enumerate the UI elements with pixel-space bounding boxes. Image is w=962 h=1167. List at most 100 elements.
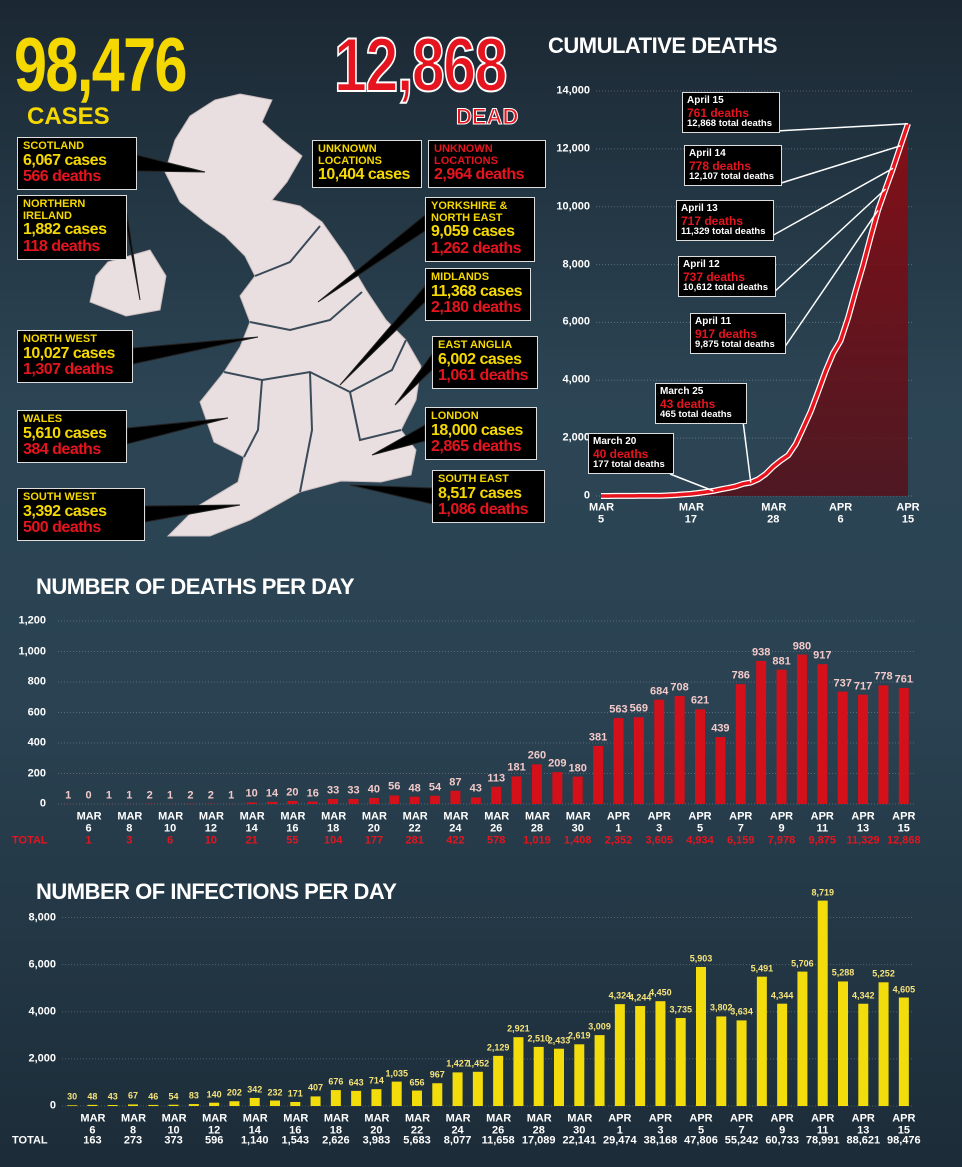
value-label: 180 <box>568 762 587 775</box>
x-tick-label: MAR 24 <box>445 1112 471 1136</box>
x-tick-label: MAR 24 <box>443 810 469 834</box>
value-label: 1 <box>65 789 72 802</box>
x-tick-label: APR 1 <box>608 1112 632 1136</box>
bar <box>328 798 339 804</box>
annotation-date: April 12 <box>683 259 720 270</box>
total-value: 11,329 <box>846 834 880 847</box>
bar <box>796 654 807 804</box>
annotation-total: 177 total deaths <box>593 459 665 471</box>
y-tick-label: 200 <box>27 767 46 779</box>
annotation-pointer <box>781 209 879 352</box>
region-deaths: 2,865 deaths <box>431 438 522 456</box>
chart-title: NUMBER OF DEATHS PER DAY <box>36 574 355 599</box>
value-label: 46 <box>148 1091 159 1102</box>
y-tick-label: 2,000 <box>562 431 590 444</box>
y-tick-label: 14,000 <box>556 84 590 97</box>
x-tick-label: APR 13 <box>851 1112 875 1136</box>
annotation-deaths: 737 deaths <box>683 269 746 284</box>
total-value: 578 <box>487 834 506 847</box>
region-deaths: 1,061 deaths <box>438 367 529 385</box>
annotation-total: 11,329 total deaths <box>681 226 766 238</box>
chart-title: NUMBER OF INFECTIONS PER DAY <box>36 879 397 904</box>
bar <box>797 971 808 1106</box>
total-value: 596 <box>204 1134 224 1147</box>
value-label: 67 <box>127 1090 139 1101</box>
value-label: 171 <box>287 1088 303 1099</box>
x-tick-label: APR 11 <box>810 810 834 834</box>
value-label: 209 <box>548 757 567 770</box>
bar <box>594 1035 605 1106</box>
y-tick-label: 6,000 <box>28 958 56 971</box>
dead-total: 12,868 <box>333 23 508 108</box>
value-label: 5,491 <box>750 963 774 974</box>
x-tick-label: MAR 18 <box>323 1112 349 1136</box>
value-label: 761 <box>894 673 913 686</box>
annotation-date: April 15 <box>687 95 724 106</box>
value-label: 714 <box>368 1075 384 1086</box>
total-value: 2,626 <box>322 1134 350 1147</box>
value-label: 4,244 <box>628 992 652 1003</box>
x-tick-label: MAR 16 <box>280 810 306 834</box>
bar <box>554 1048 564 1106</box>
value-label: 30 <box>67 1091 78 1102</box>
x-tick-label: APR 7 <box>729 1112 754 1136</box>
y-tick-label: 400 <box>27 736 46 749</box>
region-name: NORTHERN IRELAND <box>23 198 86 222</box>
value-label: 786 <box>731 669 750 682</box>
region-cases: 18,000 cases <box>431 421 523 439</box>
line <box>601 123 910 498</box>
bar <box>67 1105 78 1106</box>
x-tick-label: MAR 28 <box>526 1112 552 1136</box>
total-value: 3 <box>126 834 133 847</box>
value-label: 181 <box>507 761 526 774</box>
leader <box>126 212 141 301</box>
y-tick-label: 1,200 <box>18 614 46 627</box>
total-value: 5,683 <box>403 1134 431 1147</box>
value-label: 4,342 <box>852 990 875 1001</box>
bar <box>552 772 563 804</box>
x-tick-label: MAR 16 <box>283 1112 309 1136</box>
value-label: 917 <box>813 649 832 662</box>
bar <box>817 900 828 1106</box>
bar <box>452 1072 463 1106</box>
value-label: 708 <box>670 681 689 694</box>
bar <box>633 717 644 804</box>
bar <box>368 797 379 804</box>
bar <box>531 764 542 804</box>
region-name: LONDON <box>431 410 479 422</box>
total-value: 1,543 <box>281 1134 310 1147</box>
value-label: 3,634 <box>730 1006 753 1017</box>
region-box: SOUTH WEST 3,392 cases 500 deaths <box>17 488 145 542</box>
total-value: 10 <box>204 834 217 847</box>
uk-map <box>89 93 422 537</box>
bar <box>858 694 869 804</box>
total-value: 2,352 <box>604 834 633 847</box>
value-label: 140 <box>206 1089 222 1100</box>
region-borders <box>223 225 407 493</box>
bar <box>817 664 828 804</box>
x-tick-label: APR 9 <box>769 810 794 834</box>
x-tick-label: MAR 20 <box>364 1112 390 1136</box>
annotation-deaths: 43 deaths <box>660 396 716 411</box>
bar <box>450 790 461 804</box>
x-tick-label: MAR 10 <box>158 810 184 834</box>
value-label: 2 <box>187 789 194 802</box>
total-value: 21 <box>245 834 258 847</box>
region-deaths: 500 deaths <box>23 519 101 537</box>
total-value: 12,868 <box>886 834 921 847</box>
value-label: 5,252 <box>872 968 895 979</box>
bar <box>655 1001 666 1106</box>
x-tick-label: MAR 8 <box>121 1112 147 1136</box>
value-label: 10 <box>245 787 258 800</box>
bar <box>878 982 889 1106</box>
region-box: YORKSHIRE & NORTH EAST 9,059 cases 1,262 d… <box>425 197 535 262</box>
total-value: 177 <box>364 834 384 847</box>
value-label: 8,719 <box>811 887 834 898</box>
region-name: NORTH WEST <box>23 333 97 345</box>
value-label: 967 <box>429 1069 445 1080</box>
border <box>249 291 363 332</box>
annotation-total: 465 total deaths <box>660 409 732 421</box>
region-cases: 5,610 cases <box>23 424 107 442</box>
bar <box>107 1104 118 1106</box>
